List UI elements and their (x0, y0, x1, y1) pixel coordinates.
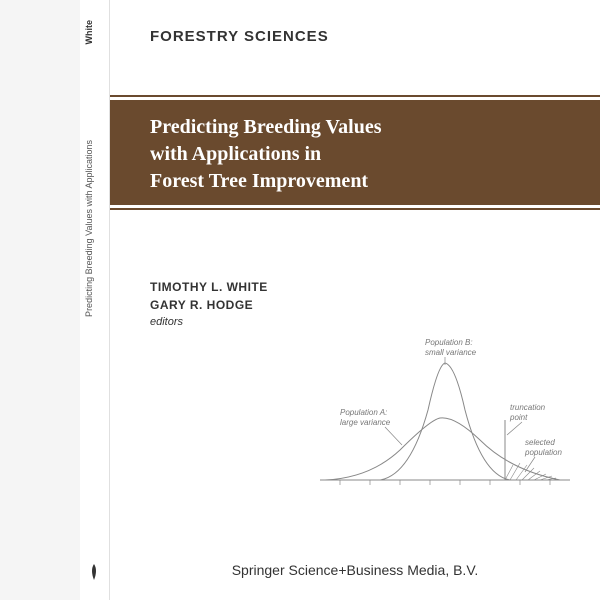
chart-label-trunc-1: truncation (510, 403, 546, 412)
series-label: FORESTRY SCIENCES (150, 28, 329, 45)
chart-label-popB-1: Population B: (425, 338, 473, 347)
title-line-3: Forest Tree Improvement (150, 168, 560, 195)
chart-label-sel-2: population (524, 448, 562, 457)
chart-label-popA-1: Population A: (340, 408, 387, 417)
title-line-1: Predicting Breeding Values (150, 114, 560, 141)
spine-author: White (84, 20, 94, 45)
book-spine: White Predicting Breeding Values with Ap… (80, 0, 110, 600)
chart-label-sel-1: selected (525, 438, 555, 447)
book-cover: FORESTRY SCIENCES Predicting Breeding Va… (110, 0, 600, 600)
distribution-chart: Population B: small variance Population … (310, 330, 580, 510)
spine-title: Predicting Breeding Values with Applicat… (84, 140, 94, 317)
editor-role: editors (150, 314, 268, 331)
title-line-2: with Applications in (150, 141, 560, 168)
publisher-name: Springer Science+Business Media, B.V. (110, 562, 600, 578)
chart-label-popA-2: large variance (340, 418, 391, 427)
chart-label-popB-2: small variance (425, 348, 477, 357)
editors-block: TIMOTHY L. WHITE GARY R. HODGE editors (150, 278, 268, 331)
publisher-logo-icon (84, 562, 104, 582)
title-band: Predicting Breeding Values with Applicat… (110, 95, 600, 210)
editor-name-1: TIMOTHY L. WHITE (150, 278, 268, 296)
chart-label-trunc-2: point (509, 413, 528, 422)
editor-name-2: GARY R. HODGE (150, 296, 268, 314)
